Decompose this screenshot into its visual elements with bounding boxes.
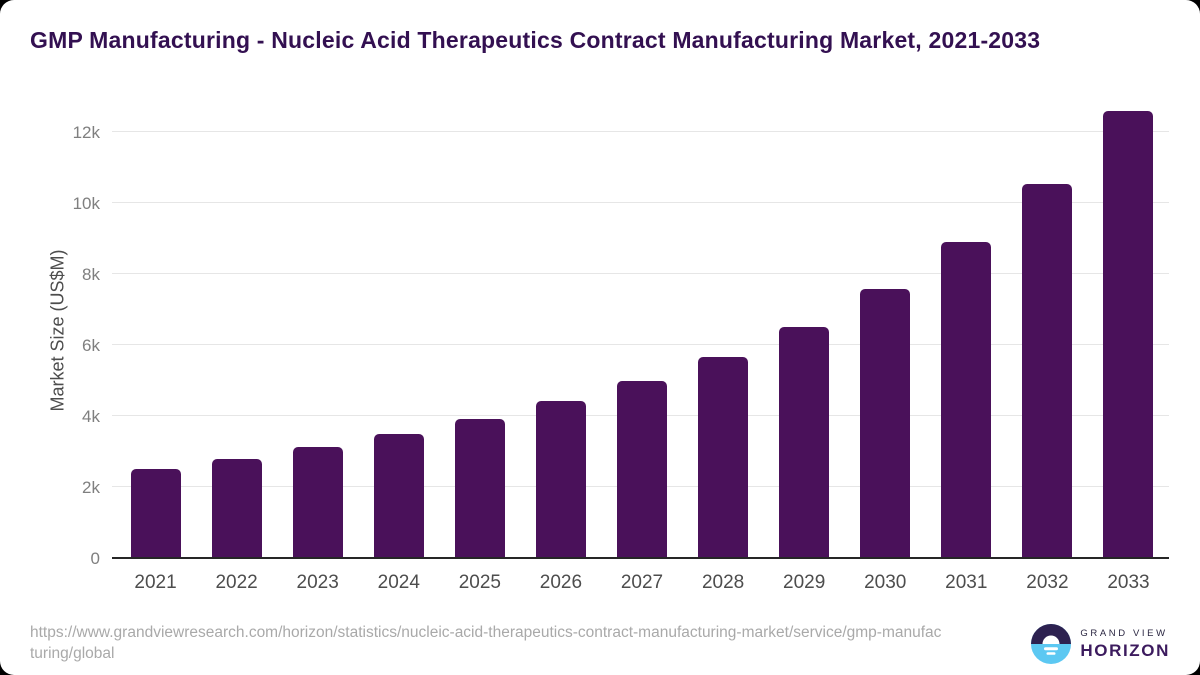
bar-2025[interactable] (454, 418, 505, 558)
plot-area: 0 2k 4k 6k 8k 10k 12k 2021 2022 2023 2024 2025 2026… (73, 100, 1169, 593)
bar-2028[interactable] (698, 356, 749, 558)
x-tick-label: 2032 (1026, 572, 1069, 593)
bar-2024[interactable] (373, 433, 424, 558)
x-tick-label: 2029 (783, 572, 826, 593)
brand-logo-text: GRAND VIEW HORIZON (1080, 629, 1170, 660)
x-tick-label: 2024 (377, 572, 420, 593)
x-tick-label: 2027 (620, 572, 664, 593)
bar-slot (601, 100, 682, 558)
bar-slot (196, 100, 277, 558)
x-tick-label: 2026 (539, 572, 583, 593)
bar-slot (358, 100, 439, 558)
bar-slot (683, 100, 764, 558)
gridline (112, 344, 1169, 345)
bar-2029[interactable] (779, 326, 830, 558)
bar-2031[interactable] (941, 242, 992, 558)
bar-slot (764, 100, 845, 558)
bar-slot (520, 100, 601, 558)
y-tick-label: 2k (82, 477, 100, 497)
bar-2023[interactable] (292, 447, 343, 558)
bar-2026[interactable] (535, 400, 586, 558)
bar-2033[interactable] (1103, 111, 1154, 558)
bar-2021[interactable] (130, 469, 181, 558)
source-url: https://www.grandviewresearch.com/horizo… (30, 624, 942, 663)
bar-slot (1088, 100, 1169, 558)
bar-2032[interactable] (1022, 184, 1073, 558)
x-tick-label: 2028 (701, 572, 745, 593)
brand-name-bottom: HORIZON (1080, 641, 1170, 661)
bar-slot (115, 100, 196, 558)
gridline (112, 273, 1169, 274)
bar-2030[interactable] (860, 289, 911, 558)
bar-slot (277, 100, 358, 558)
x-tick-label: 2031 (945, 572, 988, 593)
brand-name-top: GRAND VIEW (1080, 627, 1168, 639)
bar-chart: Market Size (US$M) 0 2k 4k 6k 8k 10k 12k 2021 2… (47, 100, 1169, 593)
x-tick-label: 2022 (215, 572, 258, 593)
y-tick-label: 10k (72, 193, 100, 213)
brand-logo: GRAND VIEW HORIZON (1031, 624, 1170, 664)
gridline (112, 131, 1169, 132)
y-tick-label: 8k (82, 264, 100, 284)
x-axis-line (112, 557, 1169, 559)
bar-slot (439, 100, 520, 558)
x-tick-label: 2030 (864, 572, 907, 593)
y-tick-label: 4k (82, 406, 100, 426)
x-tick-label: 2023 (296, 572, 339, 593)
y-tick-label: 0 (90, 548, 100, 568)
y-tick-label: 6k (82, 335, 100, 355)
y-tick-label: 12k (72, 122, 100, 142)
y-axis-title: Market Size (US$M) (47, 249, 68, 412)
page-title: GMP Manufacturing - Nucleic Acid Therape… (30, 27, 1041, 53)
bar-2022[interactable] (211, 459, 262, 558)
footer: https://www.grandviewresearch.com/horizo… (30, 622, 1170, 665)
x-axis-ticks: 2021 2022 2023 2024 2025 2026 2027 2028 2029 2030… (115, 572, 1169, 594)
bar-2027[interactable] (617, 381, 667, 558)
gridline (112, 202, 1169, 203)
horizon-sun-icon (1031, 624, 1072, 664)
x-tick-label: 2021 (134, 572, 177, 593)
bars-row (115, 100, 1169, 558)
bar-slot (926, 100, 1007, 558)
bar-slot (1007, 100, 1088, 558)
x-tick-label: 2025 (458, 572, 501, 593)
bar-slot (845, 100, 926, 558)
x-tick-label: 2033 (1107, 572, 1150, 593)
